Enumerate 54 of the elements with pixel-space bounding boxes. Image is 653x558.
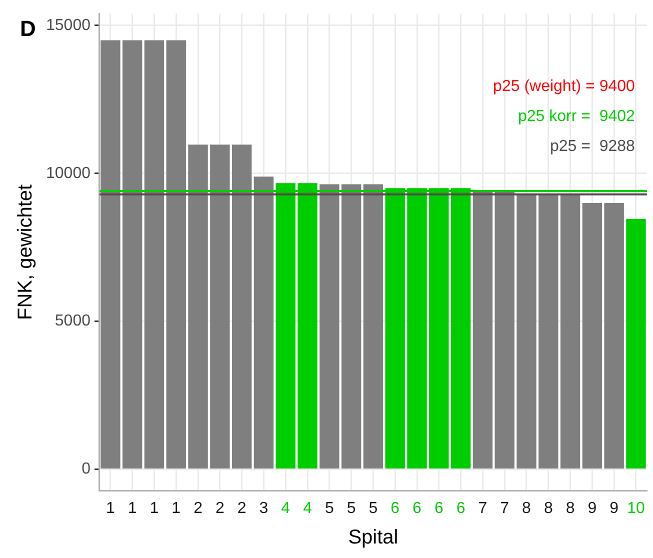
x-tick-label: 6	[434, 500, 444, 517]
x-tick-label: 5	[346, 500, 356, 517]
bar	[144, 40, 164, 468]
x-tick-label: 6	[390, 500, 400, 517]
x-tick-label: 6	[456, 500, 466, 517]
bar	[582, 202, 602, 468]
bar	[341, 184, 362, 468]
bar	[188, 144, 208, 468]
ref-line-label: p25 = 9288	[550, 138, 636, 156]
bar	[472, 192, 493, 468]
y-tick-label: 10000	[46, 164, 91, 182]
x-tick-label: 1	[172, 500, 181, 517]
bar	[604, 202, 624, 468]
ref-line-label: p25 korr = 9402	[518, 108, 636, 126]
bar	[122, 40, 142, 468]
bar	[232, 144, 252, 468]
bar	[363, 184, 384, 468]
x-tick-label: 9	[588, 500, 597, 517]
x-tick-label: 7	[478, 500, 488, 517]
x-tick-label: 4	[303, 500, 312, 517]
bar	[320, 184, 340, 468]
y-tick-label: 0	[82, 460, 91, 478]
bar	[210, 144, 230, 468]
bar	[254, 176, 274, 468]
x-tick-label: 10	[627, 500, 645, 517]
x-tick-label: 3	[259, 500, 268, 517]
y-axis-title: FNK, gewichtet	[14, 184, 37, 320]
x-tick-label: 1	[106, 500, 115, 517]
ref-line-label: p25 (weight) = 9400	[493, 78, 636, 96]
x-tick-label: 2	[215, 500, 224, 517]
bar	[166, 40, 186, 468]
x-tick-label: 9	[610, 500, 619, 517]
x-tick-label: 1	[128, 500, 137, 517]
y-tick-label: 5000	[54, 312, 91, 330]
y-tick-label: 15000	[46, 16, 91, 34]
x-tick-label: 5	[324, 500, 334, 517]
bar	[100, 40, 120, 468]
x-tick-label: 2	[237, 500, 246, 517]
x-tick-label: 1	[150, 500, 159, 517]
bar	[626, 218, 646, 468]
x-tick-label: 7	[500, 500, 510, 517]
x-tick-label: 8	[522, 500, 532, 517]
x-tick-label: 6	[412, 500, 422, 517]
x-tick-label: 8	[566, 500, 575, 517]
chart-title: D	[20, 16, 36, 42]
x-axis-title: Spital	[348, 526, 398, 549]
bar	[494, 192, 514, 468]
bar	[538, 194, 558, 468]
bar	[560, 194, 580, 468]
bar	[516, 194, 536, 468]
x-tick-label: 8	[544, 500, 553, 517]
x-tick-label: 4	[281, 500, 290, 517]
x-tick-label: 5	[368, 500, 378, 517]
x-tick-label: 2	[194, 500, 203, 517]
